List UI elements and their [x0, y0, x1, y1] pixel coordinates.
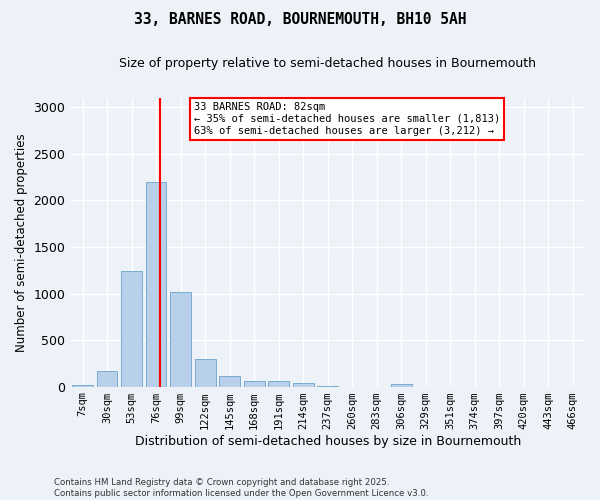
- Bar: [219, 376, 240, 386]
- Bar: [194, 359, 215, 386]
- Y-axis label: Number of semi-detached properties: Number of semi-detached properties: [15, 133, 28, 352]
- Text: 33 BARNES ROAD: 82sqm
← 35% of semi-detached houses are smaller (1,813)
63% of s: 33 BARNES ROAD: 82sqm ← 35% of semi-deta…: [194, 102, 500, 136]
- Bar: [244, 381, 265, 386]
- Bar: [97, 371, 118, 386]
- Bar: [121, 271, 142, 386]
- Text: Contains HM Land Registry data © Crown copyright and database right 2025.
Contai: Contains HM Land Registry data © Crown c…: [54, 478, 428, 498]
- Bar: [146, 182, 166, 386]
- X-axis label: Distribution of semi-detached houses by size in Bournemouth: Distribution of semi-detached houses by …: [134, 434, 521, 448]
- Bar: [391, 384, 412, 386]
- Title: Size of property relative to semi-detached houses in Bournemouth: Size of property relative to semi-detach…: [119, 58, 536, 70]
- Bar: [293, 383, 314, 386]
- Bar: [170, 292, 191, 386]
- Text: 33, BARNES ROAD, BOURNEMOUTH, BH10 5AH: 33, BARNES ROAD, BOURNEMOUTH, BH10 5AH: [134, 12, 466, 28]
- Bar: [72, 385, 93, 386]
- Bar: [268, 382, 289, 386]
